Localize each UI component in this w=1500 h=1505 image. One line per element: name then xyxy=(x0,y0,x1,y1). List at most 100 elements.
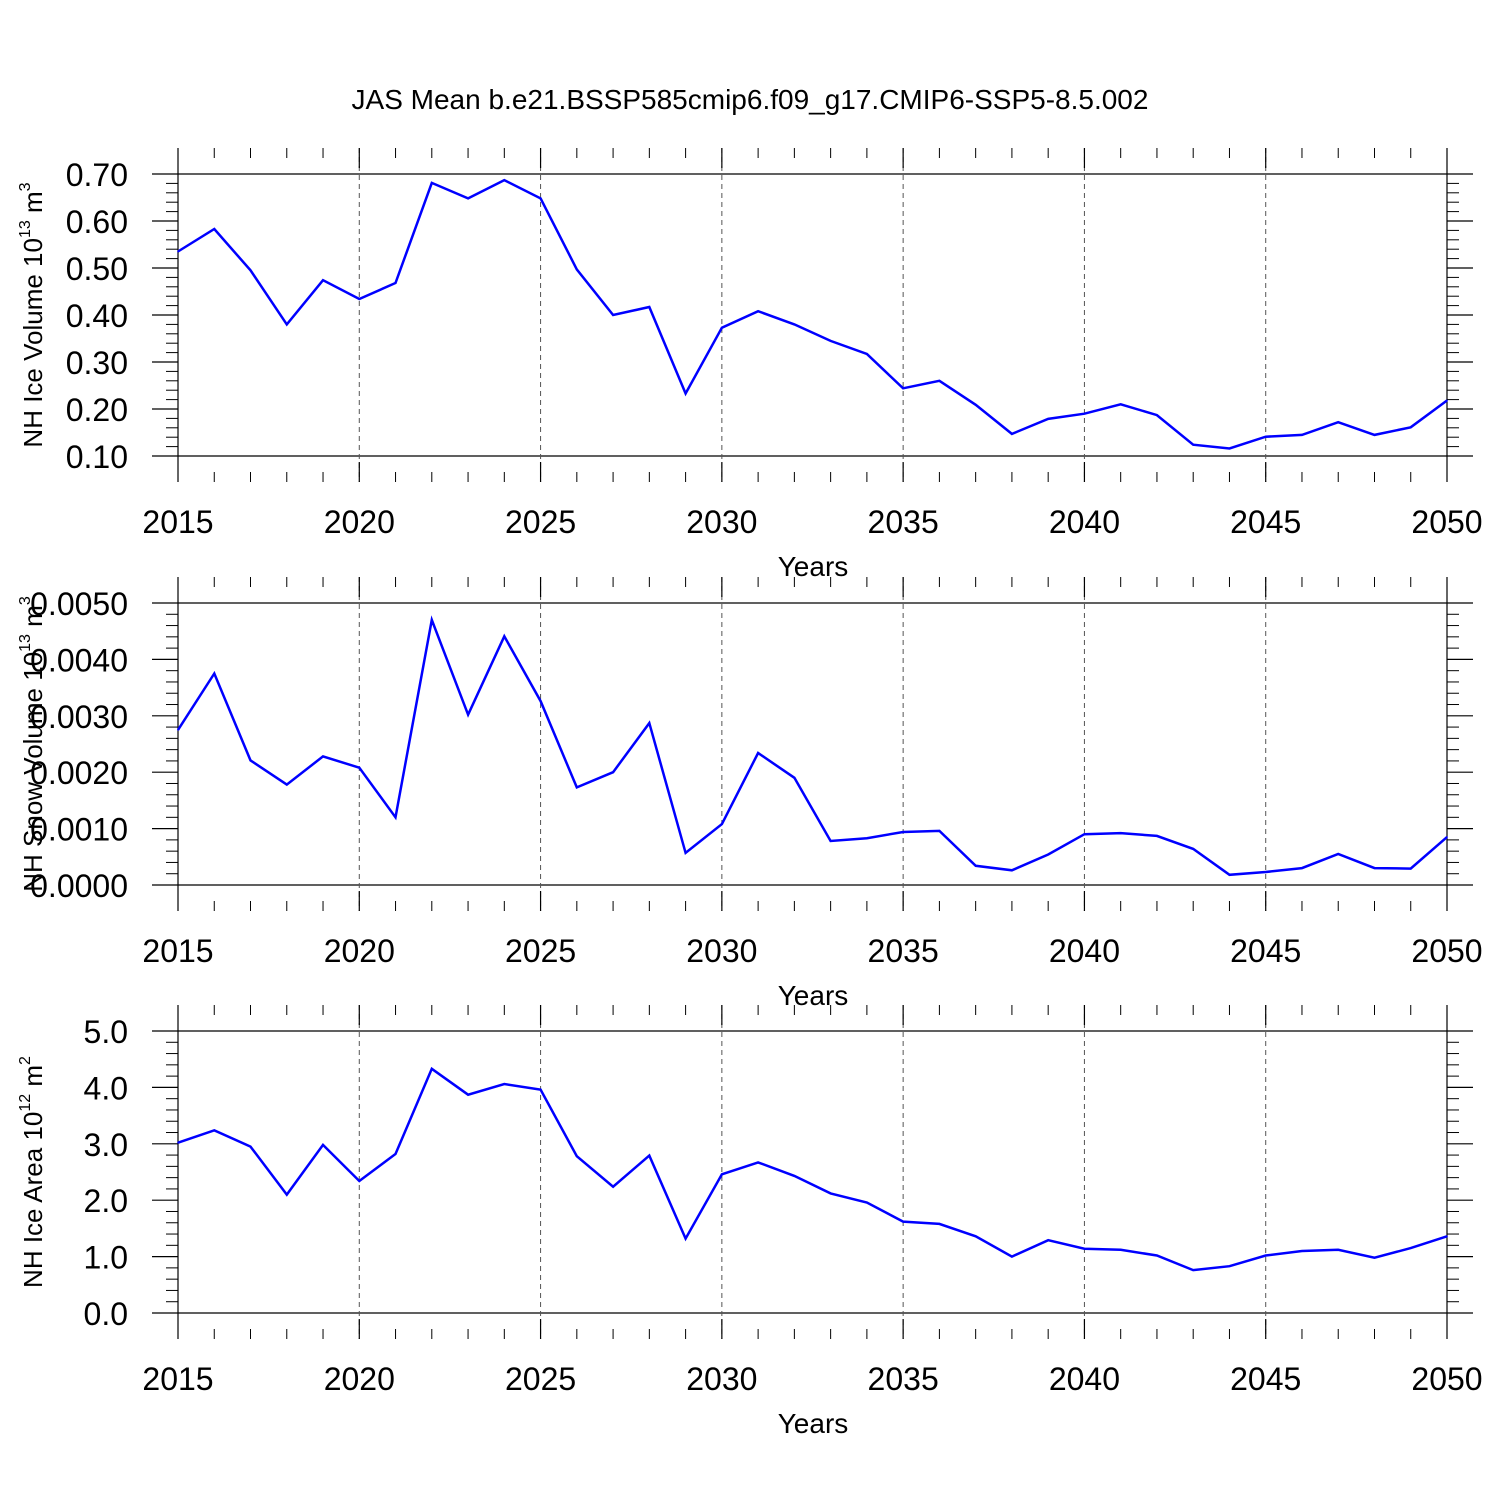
data-point xyxy=(902,1220,904,1223)
data-point xyxy=(1409,426,1412,429)
data-point xyxy=(721,1173,723,1176)
panel-2: 2015 2020 2025 2030 2035 2040 2045 2050 Years 0.0… xyxy=(17,577,1483,1011)
data-point xyxy=(612,1185,614,1188)
data-point xyxy=(1337,853,1340,855)
y-tick-label: 0.40 xyxy=(66,298,128,334)
data-point xyxy=(1228,874,1231,876)
data-point xyxy=(358,298,361,300)
data-point xyxy=(1011,433,1013,435)
x-tick-label: 2040 xyxy=(1049,933,1120,969)
data-point xyxy=(974,403,977,406)
data-point xyxy=(757,752,759,754)
data-point xyxy=(1409,867,1412,870)
data-point xyxy=(974,1235,977,1238)
data-point xyxy=(1083,1247,1086,1250)
data-point xyxy=(1301,1250,1303,1252)
y-tick-label: 0.0 xyxy=(84,1296,128,1332)
x-axis-title: Years xyxy=(778,551,849,582)
data-point xyxy=(1047,1239,1049,1242)
series-line xyxy=(176,615,1448,877)
y-tick-label: 0.60 xyxy=(66,204,128,240)
x-tick-label: 2015 xyxy=(142,933,213,969)
y-tick-label: 3.0 xyxy=(84,1127,128,1163)
series-line xyxy=(177,1066,1448,1272)
data-point xyxy=(1264,435,1267,438)
data-point xyxy=(902,831,904,833)
data-point xyxy=(721,326,723,329)
data-point xyxy=(1192,848,1194,850)
x-tick-label: 2040 xyxy=(1049,1361,1120,1397)
y-tick-label: 0.50 xyxy=(66,251,128,287)
data-point xyxy=(249,269,252,272)
data-point xyxy=(1373,434,1376,436)
data-point xyxy=(249,1145,252,1148)
data-point xyxy=(684,392,687,395)
data-point xyxy=(322,279,324,282)
data-point xyxy=(177,1141,179,1144)
data-point xyxy=(793,777,796,779)
data-point xyxy=(213,1129,216,1132)
panel-1: 2015 2020 2025 2030 2035 2040 2045 2050 Years 0.1… xyxy=(17,148,1483,582)
y-tick-label: 0.30 xyxy=(66,345,128,381)
data-point xyxy=(177,729,179,731)
data-point xyxy=(285,323,288,326)
x-tick-label: 2025 xyxy=(505,933,576,969)
data-point xyxy=(285,783,288,786)
y-tick-label: 0.0050 xyxy=(30,586,128,622)
series-line xyxy=(177,178,1448,450)
data-point xyxy=(829,1192,832,1195)
data-point xyxy=(322,755,324,758)
data-point xyxy=(1264,1254,1267,1257)
y-tick-label: 0.10 xyxy=(66,439,128,475)
y-tick-label: 4.0 xyxy=(84,1070,128,1106)
y-tick-label: 0.0020 xyxy=(30,755,128,791)
data-point xyxy=(467,197,469,200)
y-tick-label: 0.0040 xyxy=(30,642,128,678)
y-axis-title: NH Ice Area 1012 m2 xyxy=(17,1056,48,1288)
data-point xyxy=(1156,1254,1158,1257)
data-point xyxy=(503,635,506,638)
x-tick-label: 2020 xyxy=(324,504,395,540)
x-axis-title: Years xyxy=(778,1408,849,1439)
y-axis-title: NH Snow Volume 1013 m3 xyxy=(17,596,48,892)
data-point xyxy=(1228,1265,1231,1267)
data-point xyxy=(974,865,977,867)
data-point xyxy=(467,1093,469,1096)
x-tick-label: 2030 xyxy=(686,933,757,969)
data-point xyxy=(721,823,723,825)
data-point xyxy=(1373,867,1376,869)
data-point xyxy=(866,353,868,355)
x-tick-label: 2015 xyxy=(142,1361,213,1397)
data-point xyxy=(431,1067,433,1070)
data-point xyxy=(1011,1255,1013,1258)
x-axis-title: Years xyxy=(778,980,849,1011)
y-tick-label: 0.0010 xyxy=(30,812,128,848)
data-point xyxy=(467,713,469,716)
data-point xyxy=(612,314,614,316)
x-tick-label: 2030 xyxy=(686,1361,757,1397)
x-tick-label: 2025 xyxy=(505,504,576,540)
data-point xyxy=(1011,869,1013,872)
data-point xyxy=(1047,418,1049,420)
x-tick-label: 2040 xyxy=(1049,504,1120,540)
y-tick-label: 2.0 xyxy=(84,1183,128,1219)
data-point xyxy=(1119,1249,1122,1251)
data-point xyxy=(249,759,252,762)
data-point xyxy=(1192,1269,1194,1271)
data-point xyxy=(394,282,397,284)
data-point xyxy=(213,672,216,675)
data-point xyxy=(358,766,361,769)
data-point xyxy=(793,323,796,326)
data-point xyxy=(829,840,832,842)
data-point xyxy=(1119,832,1122,834)
x-tick-label: 2050 xyxy=(1411,933,1482,969)
data-point xyxy=(902,387,904,390)
data-point xyxy=(1156,414,1158,416)
data-point xyxy=(757,310,759,313)
y-tick-label: 0.0000 xyxy=(30,868,128,904)
data-point xyxy=(1446,1235,1448,1238)
data-point xyxy=(1083,412,1086,415)
data-point xyxy=(866,1201,868,1204)
